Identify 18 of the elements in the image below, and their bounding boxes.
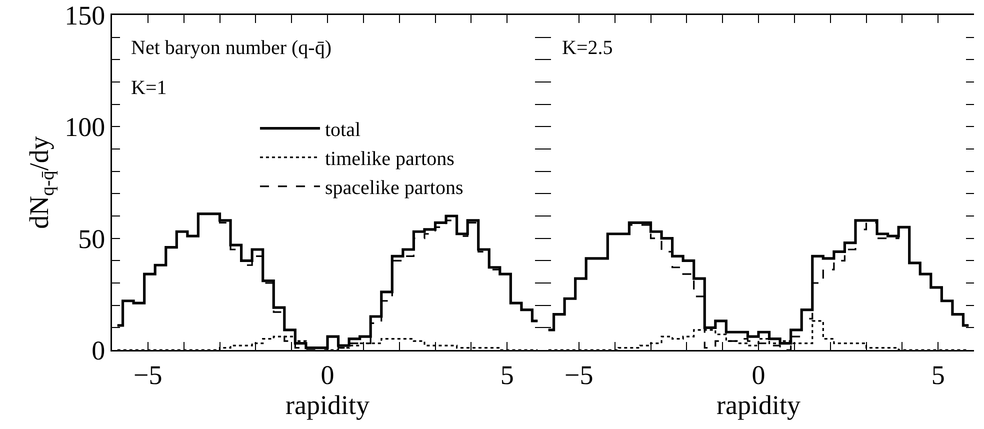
x-axis-title: rapidity: [716, 390, 801, 420]
y-tick-label: 150: [64, 0, 106, 30]
y-tick-label: 50: [78, 224, 106, 254]
legend-label: total: [324, 119, 361, 142]
annotation: Net baryon number (q-q̄): [131, 37, 332, 59]
x-tick-label: 5: [500, 360, 514, 390]
x-axis-title: rapidity: [286, 390, 370, 420]
legend-label: timelike partons: [324, 148, 455, 170]
x-tick-label: 5: [931, 360, 945, 390]
x-tick-label: −5: [134, 360, 162, 390]
x-tick-label: 0: [752, 360, 766, 390]
x-tick-label: 0: [320, 360, 334, 390]
y-tick-label: 100: [64, 112, 106, 142]
legend-label: spacelike partons: [324, 177, 464, 200]
y-tick-label: 0: [92, 335, 106, 366]
annotation: K=2.5: [562, 37, 613, 59]
x-tick-label: −5: [564, 360, 594, 390]
annotation: K=1: [131, 77, 167, 99]
